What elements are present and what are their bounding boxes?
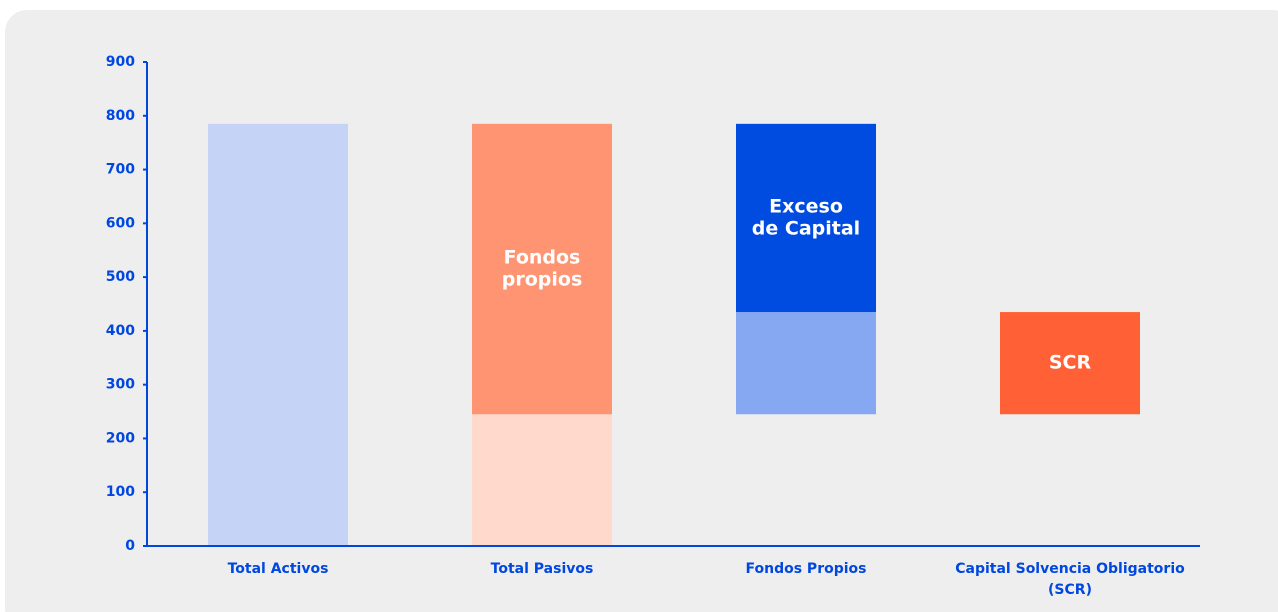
x-tick-label: Fondos Propios: [746, 561, 867, 577]
y-tick-label: 800: [106, 108, 135, 124]
card: [5, 10, 1278, 612]
x-tick-label: Total Activos: [228, 561, 329, 577]
bar-segment: [1000, 312, 1140, 415]
segment-label: Fondos: [504, 247, 581, 269]
y-tick-label: 900: [106, 54, 135, 70]
bar-segment: [472, 414, 612, 546]
bar-segment: [736, 312, 876, 415]
bar-segment: [736, 123, 876, 313]
segment-label: propios: [502, 269, 583, 291]
segment-label: de Capital: [752, 217, 860, 239]
y-tick-label: 100: [106, 484, 135, 500]
y-tick-label: 0: [125, 538, 135, 554]
bar-segment: [472, 123, 612, 415]
segment-label: Exceso: [769, 195, 843, 217]
x-tick-label: (SCR): [1048, 582, 1092, 598]
bar-segment: [208, 123, 348, 546]
y-tick-label: 200: [106, 430, 135, 446]
y-tick-label: 500: [106, 269, 135, 285]
y-tick-label: 400: [106, 323, 135, 339]
x-tick-label: Capital Solvencia Obligatorio: [955, 561, 1185, 577]
y-tick-label: 600: [106, 215, 135, 231]
segment-label: SCR: [1049, 352, 1092, 374]
y-tick-label: 300: [106, 377, 135, 393]
y-tick-label: 700: [106, 162, 135, 178]
x-tick-label: Total Pasivos: [491, 561, 594, 577]
